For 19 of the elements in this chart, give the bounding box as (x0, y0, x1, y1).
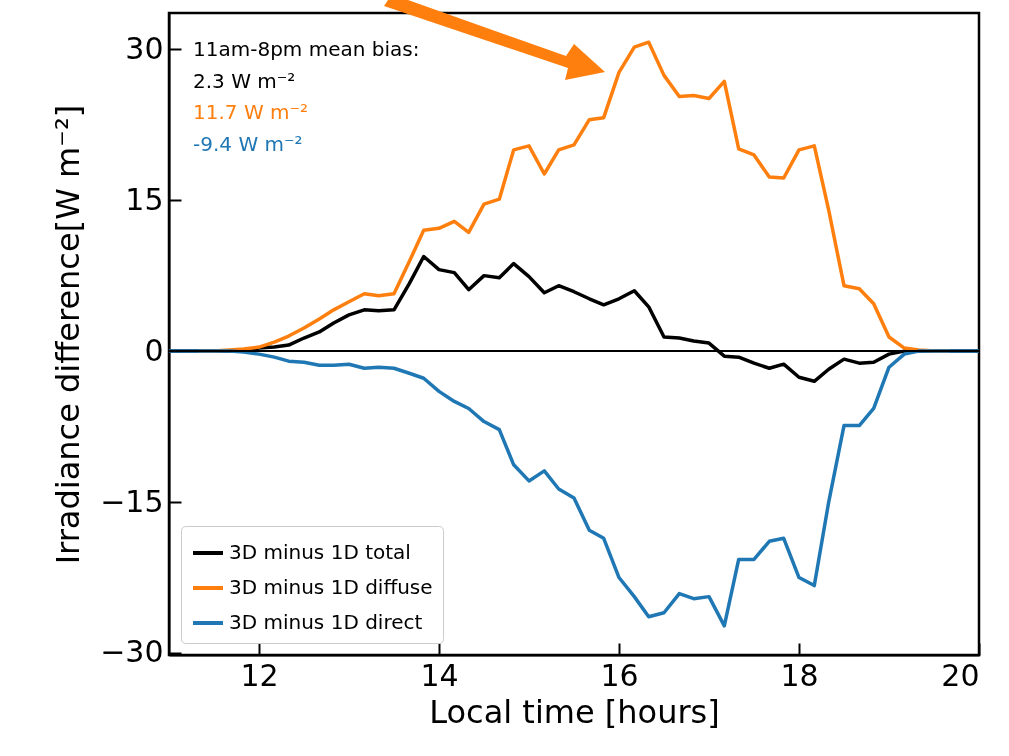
y-tick-label: −30 (100, 634, 164, 670)
x-axis-title: Local time [hours] (429, 692, 720, 731)
annotation: 11.7 W m⁻² (193, 100, 309, 124)
y-tick-label: −15 (100, 483, 164, 519)
y-axis-title: Irradiance difference[W m⁻²] (49, 104, 88, 565)
legend-label: 3D minus 1D diffuse (229, 575, 433, 599)
x-tick-label: 14 (420, 657, 459, 693)
annotation: 11am-8pm mean bias: (193, 37, 420, 61)
x-tick-label: 20 (941, 657, 980, 693)
legend-label: 3D minus 1D direct (229, 610, 423, 634)
annotation: 2.3 W m⁻² (193, 68, 296, 93)
x-tick-label: 12 (240, 657, 279, 693)
x-tick-label: 18 (780, 657, 819, 693)
y-tick-label: 30 (125, 30, 164, 66)
x-tick-label: 16 (600, 657, 639, 693)
annotation: -9.4 W m⁻² (193, 131, 303, 156)
legend-label: 3D minus 1D total (229, 540, 411, 564)
y-tick-label: 15 (125, 181, 164, 217)
y-tick-label: 0 (144, 332, 164, 368)
